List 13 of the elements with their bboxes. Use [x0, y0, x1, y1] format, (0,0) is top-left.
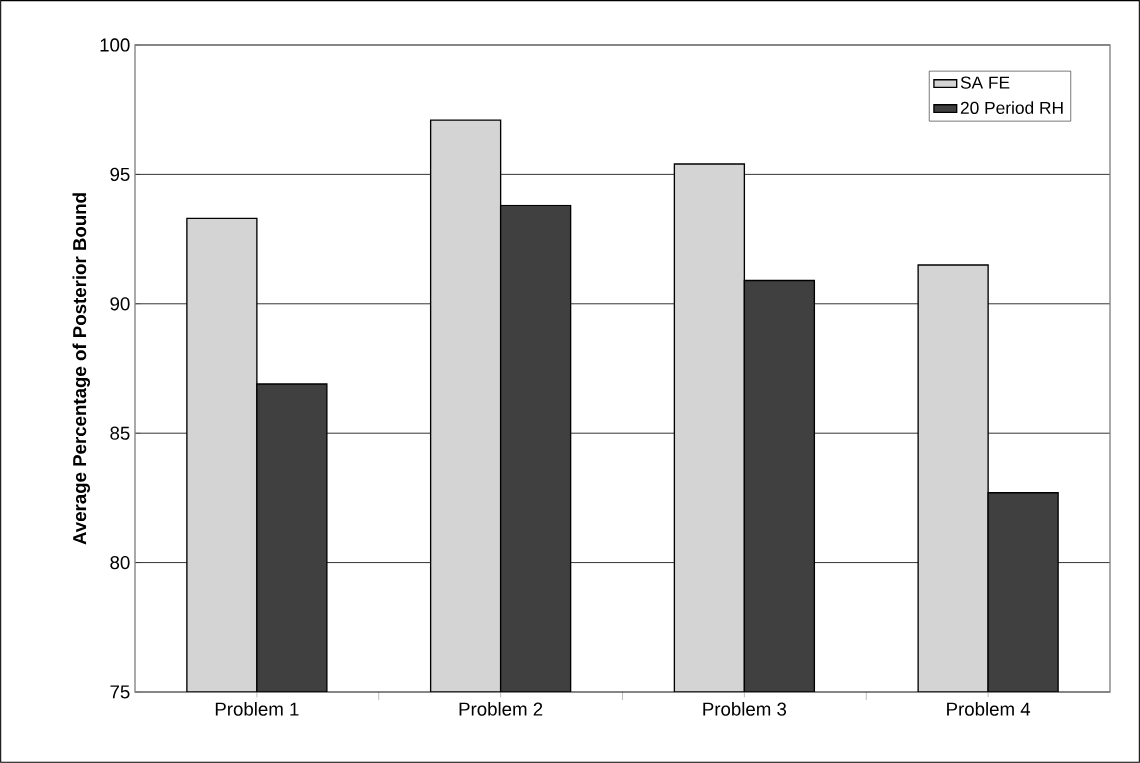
- x-tick-label: Problem 3: [703, 702, 787, 716]
- y-tick-label: 100: [100, 38, 130, 52]
- y-tick-label: 80: [110, 555, 130, 570]
- x-tick-label: Problem 1: [215, 702, 299, 716]
- x-tick-label: Problem 4: [947, 702, 1031, 716]
- y-tick-label: 90: [110, 297, 130, 311]
- legend-label: 20 Period RH: [960, 101, 1063, 114]
- legend-label: SA FE: [960, 76, 1010, 89]
- y-tick-label: 85: [110, 426, 130, 440]
- x-tick-label: Problem 2: [459, 702, 543, 716]
- y-axis-title: Average Percentage of Posterior Bound: [72, 193, 90, 545]
- y-tick-label: 75: [110, 685, 130, 699]
- y-tick-label: 95: [110, 167, 130, 181]
